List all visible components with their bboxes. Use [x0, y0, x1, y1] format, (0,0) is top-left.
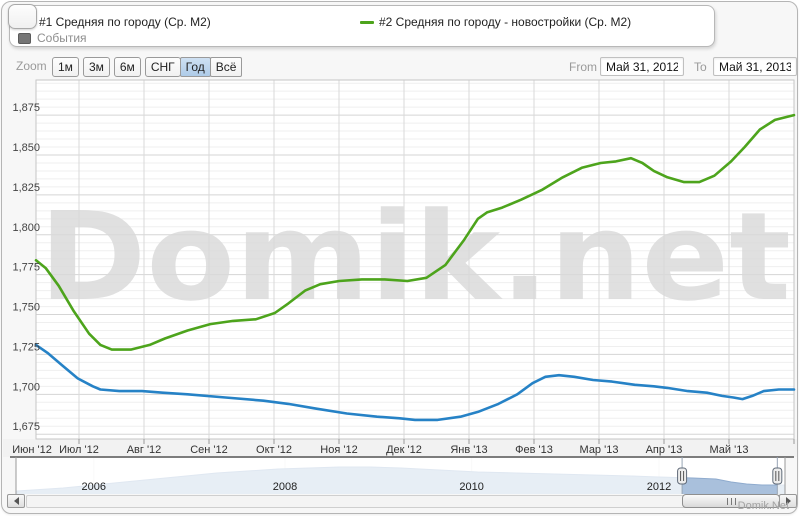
navigator-year-label: 2006 — [82, 481, 106, 493]
legend-item-label: #1 Средняя по городу (Ср. М2) — [39, 15, 211, 29]
navigator-scrollbar — [2, 494, 797, 509]
y-axis-label: 1,700 — [12, 381, 40, 393]
x-axis-label: Ноя '12 — [320, 444, 357, 456]
series-line-2[interactable] — [34, 343, 796, 422]
left-arrow-icon — [13, 497, 19, 505]
legend-item-label: События — [37, 31, 87, 45]
navigator-right-handle[interactable] — [772, 467, 783, 485]
series-line-1[interactable] — [34, 113, 796, 351]
zoom-button-1m[interactable]: 1м — [52, 57, 79, 77]
zoom-button-3m[interactable]: 3м — [82, 57, 110, 77]
events-square-swatch — [18, 32, 31, 44]
y-axis-label: 1,675 — [12, 421, 40, 433]
zoom-button-6m[interactable]: 6м — [113, 57, 141, 77]
legend-item-label: #2 Средняя по городу - новостройки (Ср. … — [379, 15, 632, 29]
y-axis-label: 1,850 — [12, 142, 40, 154]
x-axis-label: Май '13 — [710, 444, 749, 456]
x-axis-label: Сен '12 — [190, 444, 228, 456]
credit-link[interactable]: Domik.Net — [737, 500, 789, 512]
scrollbar-right-button[interactable] — [779, 494, 797, 508]
navigator-year-label: 2010 — [459, 481, 483, 493]
collapse-tab-handle[interactable] — [8, 4, 37, 29]
x-axis-label: Июл '12 — [59, 444, 99, 456]
scrollbar-track[interactable] — [26, 495, 778, 508]
watermark-text: Domik.net — [39, 186, 791, 328]
to-label: To — [694, 60, 707, 74]
plot-background — [36, 80, 794, 439]
legend-item-series1[interactable]: #1 Средняя по городу (Ср. М2) — [20, 15, 211, 29]
navigator-year-label: 2012 — [647, 481, 671, 493]
zoom-button-ytd[interactable]: СНГ — [144, 57, 181, 77]
x-axis-label: Дек '12 — [386, 444, 422, 456]
from-date-input[interactable] — [600, 57, 684, 76]
range-inputs: From To — [2, 54, 797, 80]
from-label: From — [569, 60, 597, 74]
thumb-grip-icon — [726, 497, 736, 505]
zoom-buttons: 1м 3м 6м СНГ Год Всё — [52, 57, 243, 77]
y-axis-label: 1,875 — [12, 102, 40, 114]
toolbar: Zoom 1м 3м 6м СНГ Год Всё From To — [2, 54, 797, 80]
zoom-label: Zoom — [16, 59, 47, 73]
legend-item-events[interactable]: События — [18, 31, 87, 45]
to-date-input[interactable] — [713, 57, 797, 76]
x-axis-label: Июн '12 — [12, 444, 52, 456]
y-axis-label: 1,725 — [12, 341, 40, 353]
zoom-button-all[interactable]: Всё — [209, 57, 243, 77]
y-axis-label: 1,750 — [12, 302, 40, 314]
x-axis-label: Фев '13 — [515, 444, 553, 456]
y-axis-label: 1,825 — [12, 182, 40, 194]
right-arrow-icon — [785, 497, 791, 505]
y-axis-label: 1,800 — [12, 222, 40, 234]
y-axis-label: 1,775 — [12, 262, 40, 274]
legend: #1 Средняя по городу (Ср. М2) #2 Средняя… — [9, 5, 715, 47]
x-axis-label: Окт '12 — [256, 444, 292, 456]
x-axis-label: Янв '13 — [450, 444, 487, 456]
x-axis-label: Авг '12 — [127, 444, 162, 456]
x-axis-label: Апр '13 — [646, 444, 683, 456]
navigator-year-label: 2008 — [273, 481, 297, 493]
navigator-left-handle[interactable] — [677, 467, 688, 485]
series2-line-swatch — [360, 20, 374, 24]
x-axis-label: Мар '13 — [580, 444, 619, 456]
scrollbar-left-button[interactable] — [7, 494, 25, 508]
legend-item-series2[interactable]: #2 Средняя по городу - новостройки (Ср. … — [360, 15, 631, 29]
